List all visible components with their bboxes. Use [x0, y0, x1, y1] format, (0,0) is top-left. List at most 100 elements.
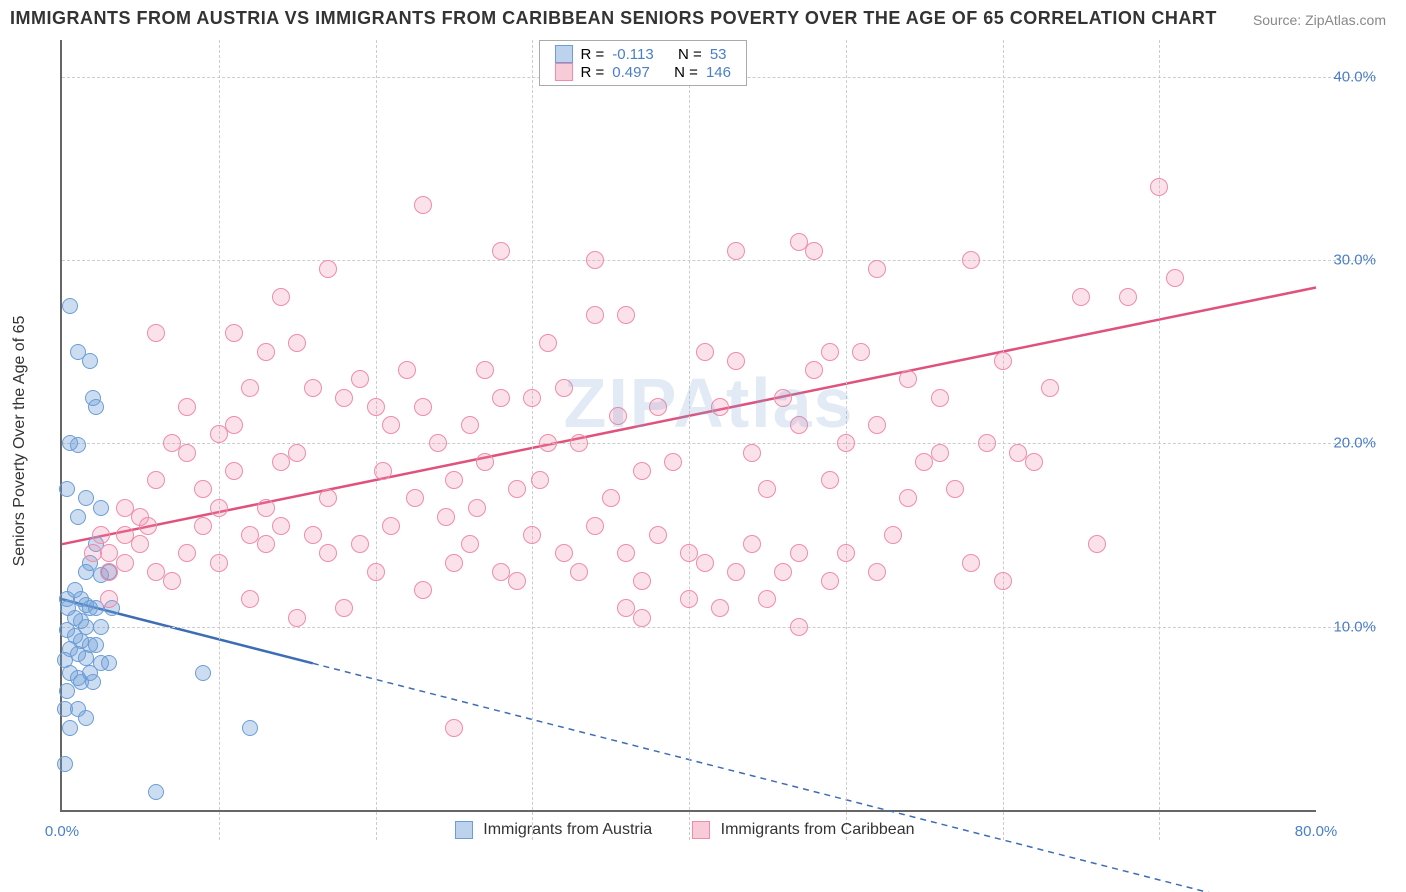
- scatter-point: [241, 379, 259, 397]
- scatter-point: [539, 434, 557, 452]
- scatter-point: [790, 618, 808, 636]
- scatter-point: [414, 398, 432, 416]
- scatter-point: [586, 306, 604, 324]
- scatter-point: [884, 526, 902, 544]
- gridline-horizontal: [62, 260, 1376, 261]
- scatter-point: [962, 251, 980, 269]
- scatter-point: [727, 242, 745, 260]
- scatter-point: [319, 544, 337, 562]
- gridline-vertical: [376, 40, 377, 840]
- scatter-point: [711, 398, 729, 416]
- scatter-point: [367, 398, 385, 416]
- scatter-point: [367, 563, 385, 581]
- legend-stats-row: R = 0.497 N = 146: [555, 63, 731, 81]
- scatter-point: [257, 535, 275, 553]
- scatter-point: [1119, 288, 1137, 306]
- gridline-vertical: [532, 40, 533, 840]
- legend-swatch-blue: [455, 821, 473, 839]
- r-label: R =: [581, 64, 605, 81]
- scatter-point: [994, 572, 1012, 590]
- scatter-point: [225, 462, 243, 480]
- scatter-point: [194, 517, 212, 535]
- scatter-point: [633, 462, 651, 480]
- scatter-point: [696, 554, 714, 572]
- scatter-point: [617, 544, 635, 562]
- scatter-point: [868, 563, 886, 581]
- y-tick-label: 10.0%: [1321, 618, 1376, 635]
- scatter-point: [414, 581, 432, 599]
- scatter-point: [398, 361, 416, 379]
- scatter-point: [931, 444, 949, 462]
- scatter-point: [272, 288, 290, 306]
- scatter-point: [57, 756, 73, 772]
- scatter-point: [335, 599, 353, 617]
- source-label: Source: ZipAtlas.com: [1253, 12, 1386, 28]
- scatter-point: [319, 260, 337, 278]
- scatter-point: [241, 590, 259, 608]
- scatter-point: [899, 489, 917, 507]
- scatter-point: [523, 526, 541, 544]
- scatter-point: [147, 471, 165, 489]
- legend-stats: R = -0.113 N = 53 R = 0.497 N = 146: [539, 40, 747, 86]
- scatter-point: [1166, 269, 1184, 287]
- scatter-point: [210, 554, 228, 572]
- scatter-point: [242, 720, 258, 736]
- scatter-point: [257, 343, 275, 361]
- scatter-point: [82, 353, 98, 369]
- scatter-point: [288, 444, 306, 462]
- scatter-point: [492, 389, 510, 407]
- scatter-point: [962, 554, 980, 572]
- scatter-point: [837, 544, 855, 562]
- scatter-point: [225, 416, 243, 434]
- scatter-point: [461, 535, 479, 553]
- scatter-point: [476, 453, 494, 471]
- scatter-point: [335, 389, 353, 407]
- scatter-point: [445, 719, 463, 737]
- scatter-point: [288, 334, 306, 352]
- scatter-point: [821, 343, 839, 361]
- scatter-point: [555, 544, 573, 562]
- scatter-point: [304, 526, 322, 544]
- trend-line-dashed: [313, 663, 1316, 892]
- scatter-point: [492, 242, 510, 260]
- scatter-point: [62, 720, 78, 736]
- legend-swatch-pink: [692, 821, 710, 839]
- scatter-point: [100, 544, 118, 562]
- chart-title: IMMIGRANTS FROM AUSTRIA VS IMMIGRANTS FR…: [10, 8, 1217, 29]
- scatter-point: [1088, 535, 1106, 553]
- scatter-point: [1025, 453, 1043, 471]
- scatter-point: [93, 500, 109, 516]
- scatter-point: [92, 526, 110, 544]
- scatter-point: [539, 334, 557, 352]
- scatter-point: [1072, 288, 1090, 306]
- legend-item: Immigrants from Caribbean: [692, 821, 914, 839]
- scatter-point: [899, 370, 917, 388]
- legend-label: Immigrants from Austria: [483, 821, 652, 838]
- legend-swatch-blue: [555, 45, 573, 63]
- scatter-point: [100, 563, 118, 581]
- scatter-point: [304, 379, 322, 397]
- n-label: N =: [678, 46, 702, 63]
- scatter-point: [288, 609, 306, 627]
- legend-item: Immigrants from Austria: [455, 821, 652, 839]
- scatter-point: [868, 416, 886, 434]
- scatter-point: [88, 399, 104, 415]
- scatter-point: [821, 471, 839, 489]
- n-value: 146: [706, 64, 731, 81]
- scatter-point: [437, 508, 455, 526]
- scatter-point: [727, 563, 745, 581]
- scatter-point: [1041, 379, 1059, 397]
- scatter-point: [116, 499, 134, 517]
- scatter-point: [62, 298, 78, 314]
- scatter-point: [131, 535, 149, 553]
- scatter-point: [225, 324, 243, 342]
- scatter-point: [711, 599, 729, 617]
- gridline-vertical: [1159, 40, 1160, 840]
- scatter-point: [743, 444, 761, 462]
- y-tick-label: 30.0%: [1321, 252, 1376, 269]
- scatter-point: [476, 361, 494, 379]
- scatter-point: [508, 572, 526, 590]
- scatter-point: [429, 434, 447, 452]
- scatter-point: [351, 370, 369, 388]
- y-tick-label: 20.0%: [1321, 435, 1376, 452]
